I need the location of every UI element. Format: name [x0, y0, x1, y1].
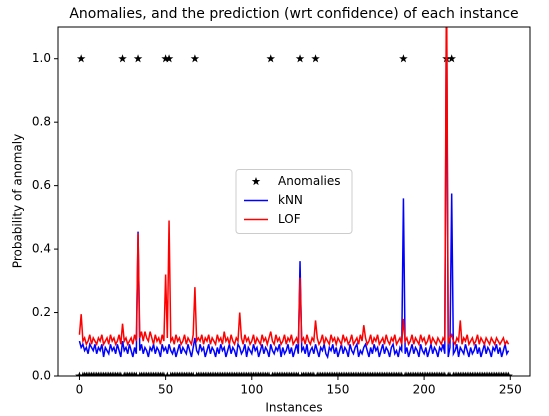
x-axis-label: Instances	[265, 401, 322, 415]
series-line	[78, 27, 510, 360]
anomaly-marker	[447, 54, 456, 63]
legend-label: Anomalies	[278, 174, 341, 188]
anomaly-marker	[190, 54, 200, 63]
anomaly-marker	[76, 54, 86, 63]
anomaly-marker	[133, 54, 143, 63]
anomaly-marker	[118, 54, 127, 63]
anomaly-marker	[399, 54, 408, 63]
x-tick-label: 250	[499, 383, 522, 397]
legend-label: LOF	[278, 212, 301, 226]
series-line	[78, 27, 510, 348]
x-tick-label: 200	[413, 383, 436, 397]
anomaly-marker	[311, 54, 320, 63]
axes-frame	[57, 26, 531, 377]
legend-marker	[251, 177, 261, 186]
y-tick-label: 0.0	[32, 369, 51, 383]
y-tick-label: 0.6	[32, 178, 51, 192]
y-tick-label: 0.4	[32, 242, 51, 256]
legend-box	[235, 169, 353, 234]
y-tick-label: 0.2	[32, 305, 51, 319]
anomaly-marker	[504, 371, 513, 376]
anomaly-marker	[266, 54, 276, 63]
x-tick-label: 0	[76, 383, 84, 397]
x-tick-label: 50	[158, 383, 173, 397]
plot-area	[75, 27, 513, 376]
legend-label: kNN	[278, 193, 303, 207]
x-tick-label: 100	[240, 383, 263, 397]
anomaly-marker	[295, 54, 305, 63]
y-tick-label: 1.0	[32, 51, 51, 65]
x-tick-label: 150	[326, 383, 349, 397]
anomaly-marker	[161, 54, 170, 63]
chart-title: Anomalies, and the prediction (wrt confi…	[69, 6, 518, 22]
y-tick-label: 0.8	[32, 115, 51, 129]
anomaly-marker	[164, 54, 174, 63]
y-axis-label: Probability of anomaly	[11, 134, 25, 268]
